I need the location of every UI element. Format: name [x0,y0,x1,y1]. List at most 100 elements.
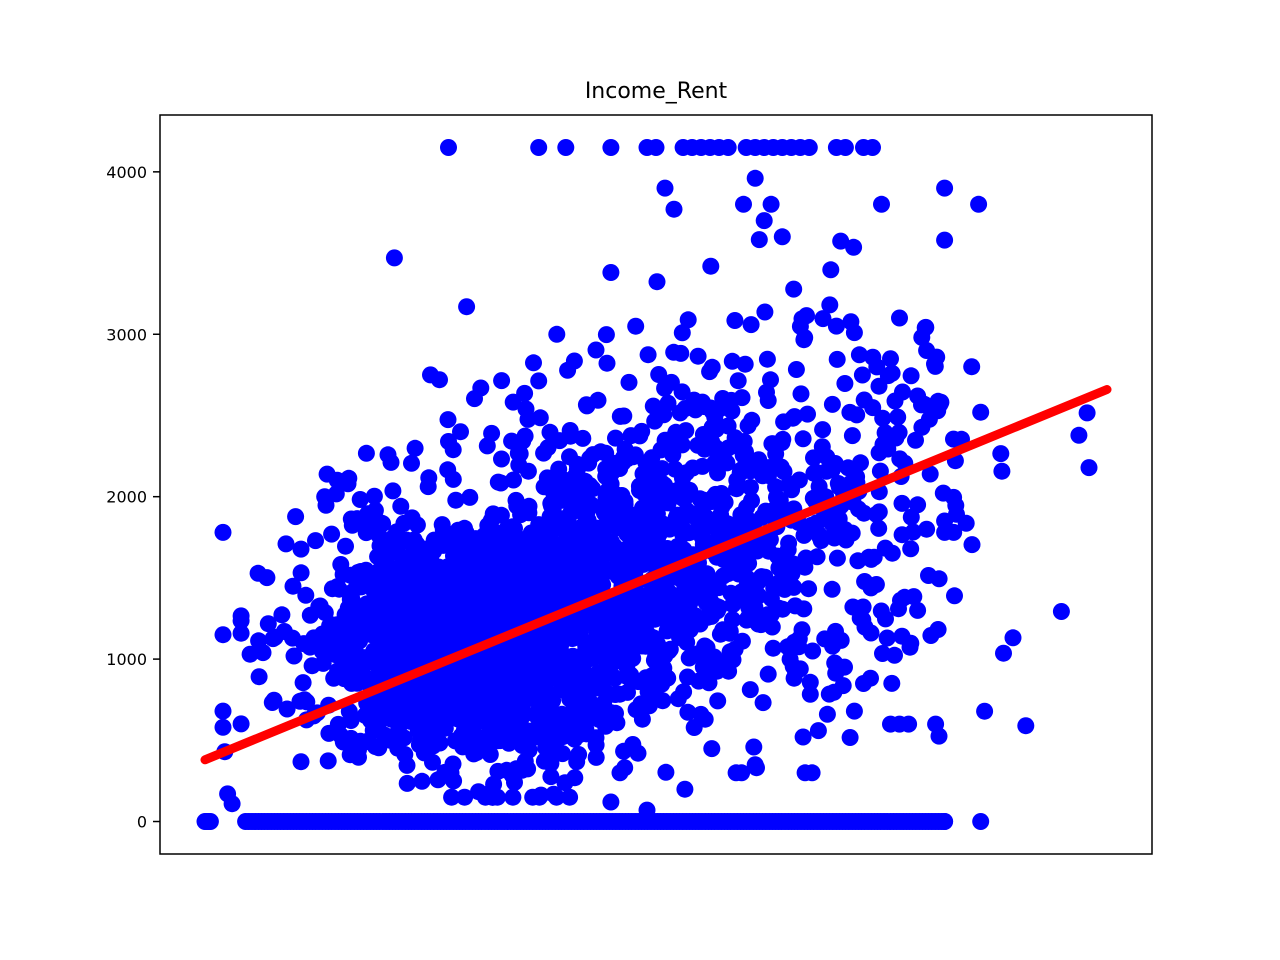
data-point [515,596,533,614]
data-point [542,768,560,786]
data-point-capped [602,139,620,156]
data-point [385,249,403,267]
data-point [458,298,476,316]
y-tick-label: 2000 [106,488,147,507]
data-point [673,324,691,342]
data-point [643,667,661,685]
data-point [662,373,680,391]
data-point [541,423,559,441]
data-point [822,261,840,279]
data-point [420,469,438,487]
data-point [784,409,802,427]
data-point [577,636,595,654]
data-point [214,702,232,720]
data-point [444,470,462,488]
data-point [879,367,897,385]
data-point [721,624,739,642]
data-point [743,492,760,510]
data-point [824,637,842,655]
data-point [736,355,754,373]
data-point [434,634,452,652]
data-point [581,477,599,494]
data-point [763,618,781,636]
data-point [452,423,469,441]
data-point [810,478,828,495]
data-point [472,379,490,397]
data-point [232,715,250,733]
data-point [742,316,760,334]
data-point [598,669,616,687]
data-point [319,752,337,770]
data-point [805,464,823,482]
data-point [633,422,651,440]
data-point [323,525,341,543]
data-point [597,326,615,344]
data-point [561,788,579,806]
data-point [887,429,905,447]
data-point [823,395,841,413]
data-point [821,296,839,314]
data-point [934,484,952,502]
data-point [659,669,677,687]
data-point [818,705,836,723]
data-point [656,179,674,197]
data-point [889,408,907,426]
data-point [929,402,947,420]
data-point [963,358,981,376]
data-point [786,597,804,615]
data-point [856,618,874,636]
data-point [485,699,503,717]
data-point [679,703,697,721]
data-point [413,772,431,790]
data-point [758,350,776,368]
data-point [354,618,372,636]
data-point [972,813,990,830]
data-point [801,685,819,703]
data-point [764,639,782,657]
data-point [1070,426,1088,444]
data-point [292,564,310,582]
data-point [936,512,954,530]
data-point [836,375,854,392]
data-point [298,693,316,711]
data-point [444,584,462,602]
data-point [785,280,803,298]
data-point [666,460,684,478]
data-point [446,732,464,750]
data-point-capped [719,139,737,156]
data-point [350,748,367,766]
data-point [578,503,596,521]
data-point [482,511,500,529]
data-point [504,788,522,806]
data-point [398,774,416,792]
data-point [797,549,815,567]
data-point [443,788,461,806]
data-point [587,552,605,570]
data-point [669,538,686,555]
data-point [893,526,911,544]
data-point [864,348,882,366]
data-point [519,760,537,778]
data-point [390,712,408,730]
data-point [723,352,741,370]
data-point [909,387,927,405]
data-point [431,667,449,685]
data-point [812,532,830,549]
data-point [378,624,396,642]
data-point [478,437,496,455]
data-point [694,658,712,676]
data-point [882,350,899,368]
data-point [742,478,759,496]
data-point [468,592,486,610]
data-point [835,520,853,538]
data-point [277,535,295,553]
data-point [701,363,719,381]
data-point [874,435,892,453]
data-point [909,601,927,619]
data-point [461,488,479,506]
data-point [650,366,668,383]
data-point [372,514,390,532]
data-point [537,697,555,715]
data-point [602,264,620,281]
data-point [668,609,686,627]
